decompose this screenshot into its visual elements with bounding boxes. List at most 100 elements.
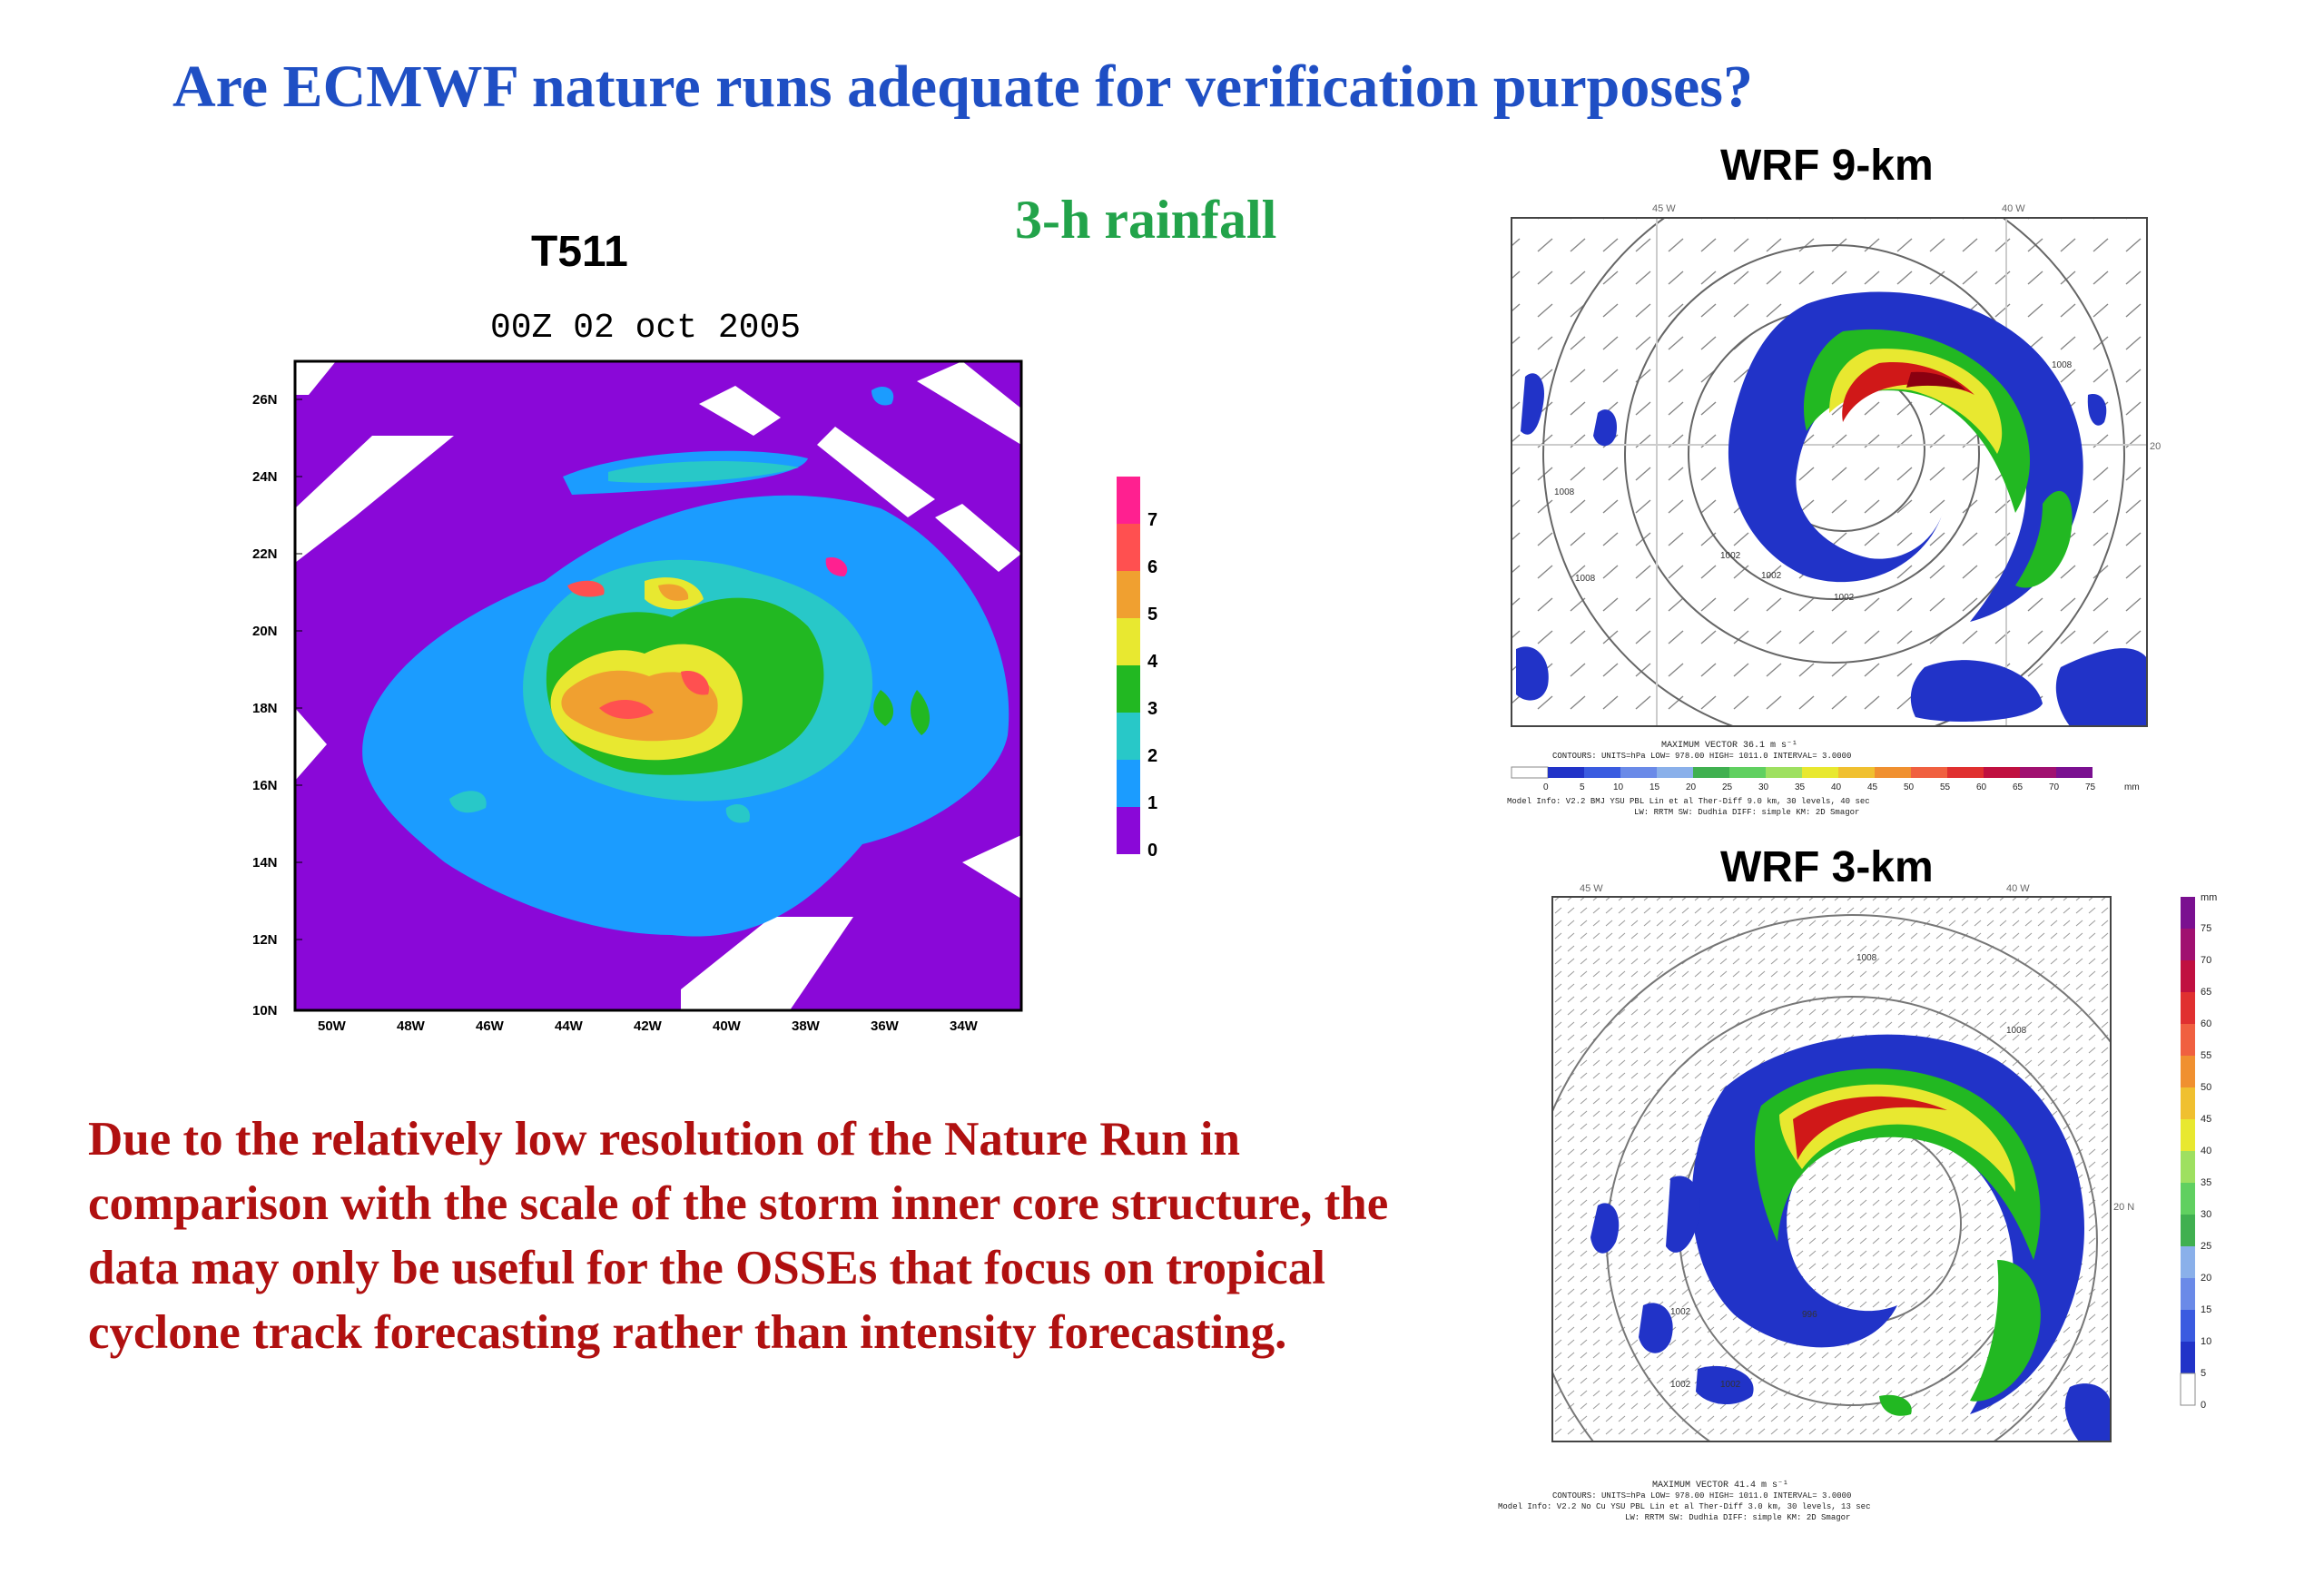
t511-colorbar-label: 6 xyxy=(1147,557,1157,577)
wrf3-contour-labels: 1008 1008 1002 1002 1002 996 xyxy=(1670,953,2027,1390)
wrf9-contour-labels: 1008 1008 1002 1002 1002 1008 xyxy=(1554,360,2073,603)
wrf9-contour-label: 1008 xyxy=(1575,574,1596,584)
wrf3-scale-label: 20 xyxy=(2201,1273,2211,1284)
wrf9-scale-label: 50 xyxy=(1904,782,1915,792)
wrf9-unit: mm xyxy=(2124,782,2140,792)
t511-rainfall-field xyxy=(295,361,1021,1010)
wrf3-info3: LW: RRTM SW: Dudhia DIFF: simple KM: 2D … xyxy=(1625,1513,1850,1522)
wrf9-scale-labels: 0 5 10 15 20 25 30 35 40 45 50 55 60 65 … xyxy=(1543,782,2140,792)
t511-x-tick: 36W xyxy=(871,1018,900,1034)
t511-x-tick: 40W xyxy=(713,1018,742,1034)
slide-title: Are ECMWF nature runs adequate for verif… xyxy=(172,54,1753,120)
t511-map: 26N 24N 22N 20N 18N 16N 14N 12N 10N 50W … xyxy=(252,359,1158,1034)
t511-x-tick: 34W xyxy=(950,1018,979,1034)
wrf3-scale-label: 10 xyxy=(2201,1336,2211,1347)
wrf3-contour-label: 1008 xyxy=(1856,953,1877,963)
wrf3-axis-top-right: 40 W xyxy=(2006,883,2030,894)
wrf9-axis-top-right: 40 W xyxy=(2002,203,2025,214)
wrf9-scale-label: 30 xyxy=(1758,782,1769,792)
wrf9-scale-label: 75 xyxy=(2085,782,2096,792)
wrf3-contour-label: 996 xyxy=(1802,1310,1817,1320)
wrf3-scale-labels: mm 75 70 65 60 55 50 45 40 35 30 25 20 1… xyxy=(2201,892,2217,1411)
wrf9-label: WRF 9-km xyxy=(1720,142,1934,190)
wrf9-maxvec: MAXIMUM VECTOR 36.1 m s⁻¹ xyxy=(1661,741,1797,751)
t511-y-tick: 20N xyxy=(252,624,278,639)
wrf9-field xyxy=(1512,218,2147,726)
t511-colorbar: 0 1 2 3 4 5 6 7 xyxy=(1117,477,1158,861)
wrf3-scale-label: 75 xyxy=(2201,923,2211,934)
wrf9-scale-label: 0 xyxy=(1543,782,1549,792)
wrf3-scale-label: 50 xyxy=(2201,1082,2211,1093)
t511-y-tick: 22N xyxy=(252,546,278,562)
wrf3-scale-label: 70 xyxy=(2201,955,2211,966)
wrf3-scale-label: 0 xyxy=(2201,1400,2206,1411)
wrf9-scale-label: 40 xyxy=(1831,782,1842,792)
t511-x-tick: 46W xyxy=(476,1018,505,1034)
wrf3-contour-label: 1002 xyxy=(1670,1307,1691,1317)
wrf3-info1: CONTOURS: UNITS=hPa LOW= 978.00 HIGH= 10… xyxy=(1552,1491,1851,1500)
t511-y-axis: 26N 24N 22N 20N 18N 16N 14N 12N 10N xyxy=(252,392,302,1018)
t511-colorbar-label: 1 xyxy=(1147,793,1157,813)
t511-x-tick: 42W xyxy=(634,1018,663,1034)
t511-colorbar-label: 3 xyxy=(1147,699,1157,719)
wrf9-frame xyxy=(1511,217,2148,727)
t511-x-tick: 38W xyxy=(792,1018,821,1034)
t511-colorbar-label: 0 xyxy=(1147,841,1157,861)
wrf3-scale-label: 40 xyxy=(2201,1146,2211,1156)
wrf9-info3: LW: RRTM SW: Dudhia DIFF: simple KM: 2D … xyxy=(1634,808,1859,817)
wrf9-scale-label: 45 xyxy=(1867,782,1878,792)
wrf3-label: WRF 3-km xyxy=(1720,843,1934,891)
t511-y-tick: 14N xyxy=(252,855,278,871)
t511-y-tick: 24N xyxy=(252,469,278,485)
t511-colorbar-label: 7 xyxy=(1147,510,1157,530)
wrf3-scale-label: 35 xyxy=(2201,1177,2211,1188)
wrf9-scale-label: 55 xyxy=(1940,782,1951,792)
t511-colorbar-label: 2 xyxy=(1147,746,1157,766)
slide-subtitle: 3-h rainfall xyxy=(1015,190,1277,250)
wrf9-contour-label: 1002 xyxy=(1761,571,1782,581)
wrf3-contour-label: 1008 xyxy=(2006,1026,2027,1036)
wrf9-contour-label: 1002 xyxy=(1720,551,1741,561)
t511-y-tick: 16N xyxy=(252,778,278,793)
t511-label: T511 xyxy=(531,228,628,276)
t511-x-tick: 44W xyxy=(555,1018,584,1034)
slide-body-text: Due to the relatively low resolution of … xyxy=(88,1113,1389,1359)
wrf3-scale-label: 55 xyxy=(2201,1050,2211,1061)
wrf3-scale-label: 25 xyxy=(2201,1241,2211,1252)
wrf9-scale-label: 65 xyxy=(2013,782,2024,792)
wrf3-scale-label: 60 xyxy=(2201,1018,2211,1029)
wrf9-scale-label: 60 xyxy=(1976,782,1987,792)
wrf9-contour-label: 1008 xyxy=(1554,487,1575,497)
wrf9-scale-label: 70 xyxy=(2049,782,2060,792)
t511-colorbar-label: 4 xyxy=(1147,652,1158,672)
wrf3-scale-label: 45 xyxy=(2201,1114,2211,1125)
wrf3-contour-label: 1002 xyxy=(1720,1380,1741,1390)
wrf3-field xyxy=(1552,897,2111,1441)
wrf3-info2: Model Info: V2.2 No Cu YSU PBL Lin et al… xyxy=(1498,1502,1870,1511)
wrf9-info2: Model Info: V2.2 BMJ YSU PBL Lin et al T… xyxy=(1507,797,1870,806)
wrf9-axis-right: 20 xyxy=(2150,441,2161,452)
wrf9-scale-label: 15 xyxy=(1649,782,1660,792)
wrf3-axis-top-left: 45 W xyxy=(1580,883,1603,894)
t511-y-tick: 18N xyxy=(252,701,278,716)
wrf9-scale-label: 5 xyxy=(1580,782,1585,792)
wrf3-maxvec: MAXIMUM VECTOR 41.4 m s⁻¹ xyxy=(1652,1481,1788,1491)
wrf9-axis-top-left: 45 W xyxy=(1652,203,1676,214)
t511-y-tick: 12N xyxy=(252,932,278,948)
t511-y-tick: 26N xyxy=(252,392,278,408)
wrf3-axis-right: 20 N xyxy=(2113,1202,2134,1213)
t511-colorbar-label: 5 xyxy=(1147,605,1157,625)
wrf9-contour-label: 1008 xyxy=(2052,360,2073,370)
wrf9-scale-label: 20 xyxy=(1686,782,1697,792)
t511-frame xyxy=(293,359,1023,1012)
wrf3-colorscale xyxy=(2180,897,2196,1406)
wrf9-scale-label: 25 xyxy=(1722,782,1733,792)
wrf3-contour-label: 1002 xyxy=(1670,1380,1691,1390)
wrf3-frame xyxy=(1551,896,2112,1442)
wrf3-scale-label: 30 xyxy=(2201,1209,2211,1220)
wrf9-scale-label: 10 xyxy=(1613,782,1624,792)
t511-x-tick: 50W xyxy=(318,1018,347,1034)
wrf3-map: 45 W 40 W 20 N 10 0 xyxy=(1498,883,2217,1522)
t511-x-tick: 48W xyxy=(397,1018,426,1034)
